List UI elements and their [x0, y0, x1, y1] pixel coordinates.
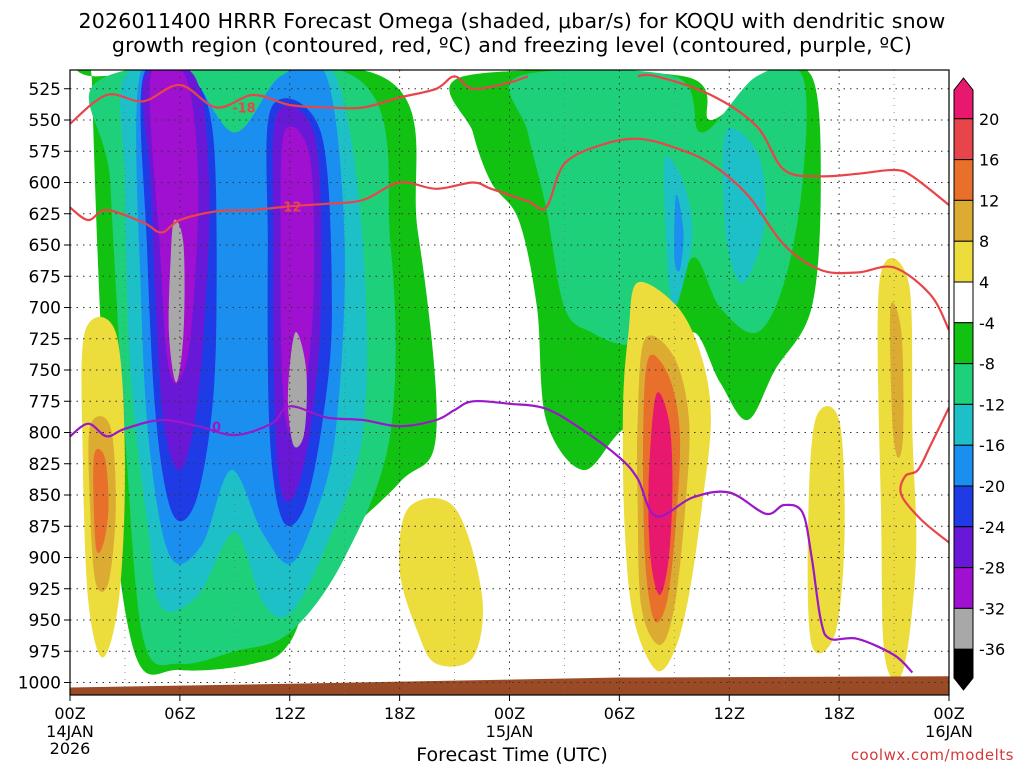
y-tick-label: 825	[29, 455, 61, 475]
dgz-minus12-line	[70, 137, 949, 331]
colorbar-bin	[953, 281, 974, 324]
chart-title-line-1: 2026011400 HRRR Forecast Omega (shaded, …	[78, 9, 946, 33]
colorbar-bin	[953, 159, 974, 201]
y-tick-label: 525	[29, 80, 61, 100]
y-tick-label: 650	[29, 236, 61, 256]
dgz-minus18-line-2	[637, 73, 949, 206]
colorbar-bin	[953, 485, 974, 528]
colorbar-tick-label: -24	[979, 518, 1005, 537]
omega-band-27	[877, 257, 917, 681]
terrain-surface	[70, 676, 949, 695]
x-tick-label: 12Z	[714, 704, 745, 723]
colorbar-tick-label: -8	[979, 355, 995, 374]
colorbar-bin	[953, 77, 974, 120]
colorbar-bin	[953, 118, 974, 161]
omega-band-10	[280, 126, 315, 433]
x-tick-label: 18Z	[823, 704, 854, 723]
dgz-minus18-label: -18	[232, 102, 256, 117]
colorbar-bin	[953, 199, 974, 242]
x-tick-label: 00Z	[933, 704, 964, 723]
y-tick-label: 750	[29, 361, 61, 381]
colorbar-tick-label: -28	[979, 559, 1005, 578]
omega-band-11	[168, 219, 185, 383]
credit-text: coolwx.com/modelts	[850, 746, 1014, 764]
colorbar-tick-label: -4	[979, 314, 995, 333]
colorbar-bin	[953, 567, 974, 609]
colorbar-bin	[953, 444, 974, 487]
omega-band-24	[648, 392, 673, 595]
colorbar-tick-label: -32	[979, 599, 1005, 618]
colorbar-bin	[953, 403, 974, 446]
y-tick-label: 600	[29, 174, 61, 194]
colorbar-bin	[953, 363, 974, 405]
dgz-right-edge-line	[899, 407, 949, 544]
x-tick-label: 00Z	[494, 704, 525, 723]
colorbar-tick-label: 8	[979, 232, 989, 251]
x-tick-date: 14JAN	[46, 722, 94, 741]
colorbar-bin	[953, 322, 974, 365]
colorbar-tick-label: -20	[979, 477, 1005, 496]
omega-band-20	[93, 448, 109, 554]
y-tick-label: 925	[29, 580, 61, 600]
y-tick-label: 550	[29, 111, 61, 131]
x-tick-date: 15JAN	[486, 722, 534, 741]
y-tick-label: 775	[29, 392, 61, 412]
chart-title-line-2: growth region (contoured, red, ºC) and f…	[111, 33, 913, 57]
colorbar-tick-label: -16	[979, 436, 1005, 455]
x-tick-label: 00Z	[54, 704, 85, 723]
freezing-level-0-label: 0	[212, 420, 221, 435]
y-tick-label: 725	[29, 330, 61, 350]
colorbar-tick-label: 20	[979, 110, 999, 129]
x-tick-label: 06Z	[164, 704, 195, 723]
colorbar-tick-label: 4	[979, 273, 989, 292]
colorbar: 20 16 12 8 4 -4 -8 -12 -16 -20 -24 -28 -32 -36	[953, 77, 1005, 691]
x-tick-date: 16JAN	[925, 722, 973, 741]
omega-band-28	[889, 302, 904, 458]
colorbar-tick-label: 16	[979, 151, 999, 170]
colorbar-bin	[953, 526, 974, 569]
omega-band-16	[722, 127, 766, 284]
x-axis-label: Forecast Time (UTC)	[416, 744, 608, 766]
y-tick-label: 700	[29, 299, 61, 319]
x-tick-label: 06Z	[604, 704, 635, 723]
y-tick-label: 575	[29, 142, 61, 162]
colorbar-tick-label: -36	[979, 640, 1005, 659]
omega-band-25	[399, 498, 483, 667]
y-tick-label: 850	[29, 486, 61, 506]
omega-band-12	[287, 332, 307, 448]
x-tick-label: 18Z	[384, 704, 415, 723]
y-tick-label: 975	[29, 642, 61, 662]
dgz-minus18-line	[70, 75, 529, 125]
y-tick-label: 875	[29, 517, 61, 537]
y-tick-label: 800	[29, 424, 61, 444]
colorbar-bin	[953, 607, 974, 650]
y-axis: 525 550 575 600 625 650 675 700 725 750 775 800 825 8…	[18, 80, 70, 694]
colorbar-bin	[953, 240, 974, 283]
contours: -18 -12 0	[70, 73, 949, 674]
y-tick-label: 675	[29, 267, 61, 287]
y-tick-label: 1000	[18, 674, 61, 694]
x-tick-label: 12Z	[274, 704, 305, 723]
colorbar-tick-label: -12	[979, 395, 1005, 414]
x-tick-year: 2026	[50, 739, 91, 758]
dgz-minus12-label: -12	[278, 200, 302, 215]
terrain	[70, 676, 949, 695]
freezing-level-0-line	[70, 399, 914, 674]
colorbar-bin	[953, 648, 974, 691]
y-tick-label: 625	[29, 205, 61, 225]
colorbar-tick-label: 12	[979, 191, 999, 210]
y-tick-label: 950	[29, 611, 61, 631]
omega-shading	[76, 70, 917, 681]
y-tick-label: 900	[29, 549, 61, 569]
